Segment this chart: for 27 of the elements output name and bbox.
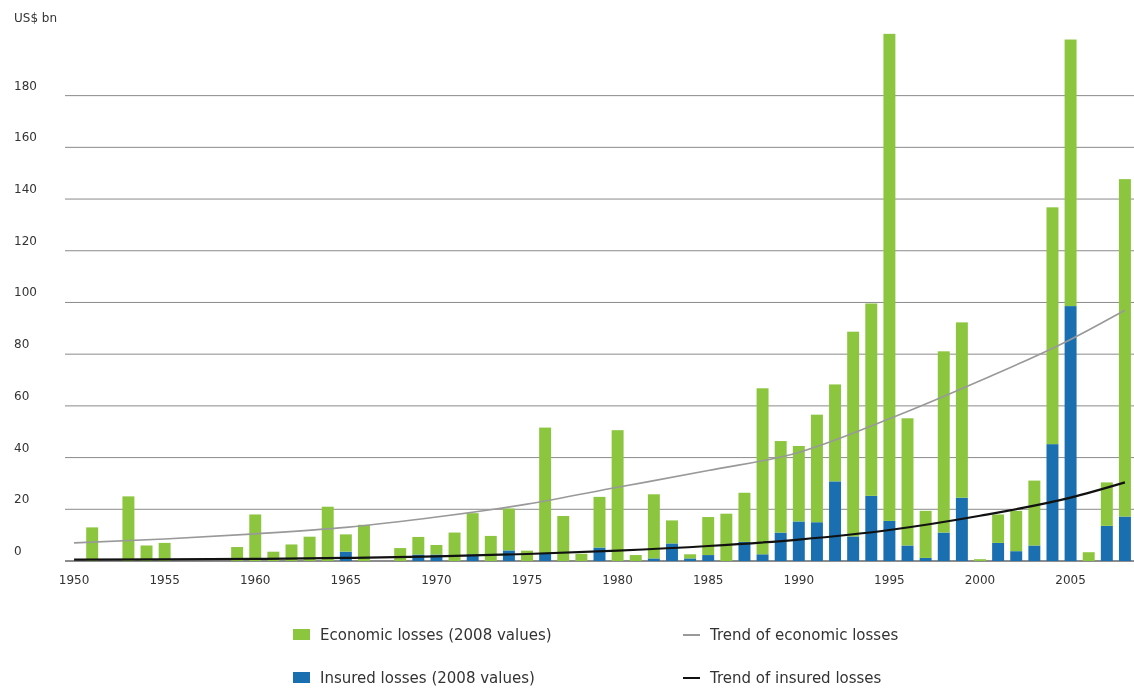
y-tick-label: 180: [14, 78, 37, 93]
x-tick-label: 1960: [239, 573, 271, 587]
y-tick-label: 160: [14, 130, 37, 145]
y-tick-label: 120: [14, 233, 37, 248]
legend-label: Insured losses (2008 values): [320, 669, 535, 687]
y-axis-title: US$ bn: [14, 11, 58, 25]
x-tick-label: 1975: [511, 573, 543, 587]
legend-label: Trend of economic losses: [709, 626, 899, 644]
x-tick-label: 1955: [149, 573, 180, 587]
y-tick-label: 100: [14, 285, 37, 300]
x-tick-label: 1985: [692, 573, 724, 587]
x-tick-label: 1965: [330, 573, 362, 587]
x-tick-label: 1995: [874, 573, 905, 587]
x-tick-label: 1990: [783, 573, 815, 587]
y-tick-label: 140: [14, 182, 37, 197]
y-tick-label: 0: [14, 544, 22, 558]
x-tick-label: 1980: [602, 573, 633, 587]
y-tick-label: 80: [14, 337, 30, 352]
x-tick-label: 1950: [58, 573, 90, 587]
x-tick-label: 2005: [1055, 573, 1086, 587]
x-tick-label: 1970: [421, 573, 452, 587]
y-tick-label: 20: [14, 492, 30, 507]
legend-label: Trend of insured losses: [709, 669, 882, 687]
y-tick-label: 60: [14, 388, 30, 403]
legend-label: Economic losses (2008 values): [320, 626, 552, 644]
x-tick-label: 2000: [964, 573, 996, 587]
y-tick-label: 40: [14, 440, 30, 455]
